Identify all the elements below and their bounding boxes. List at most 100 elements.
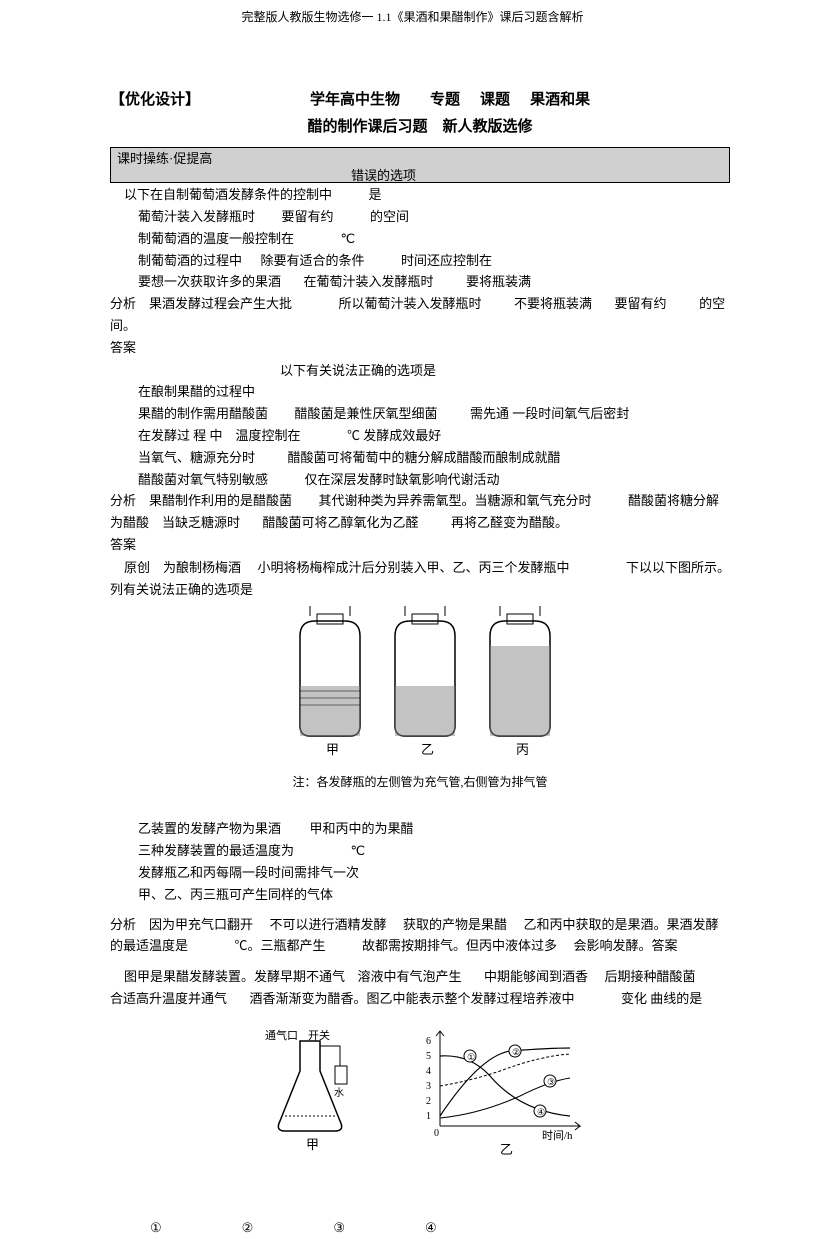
- svg-text:5: 5: [426, 1051, 431, 1062]
- q3-l2: 列有关说法正确的选项是: [110, 580, 730, 601]
- q4-l2a: 合适高升温度并通气: [110, 991, 227, 1006]
- q3-ana5: 的最适温度是: [110, 938, 188, 953]
- svg-text:④: ④: [537, 1107, 545, 1117]
- svg-text:①: ①: [467, 1052, 475, 1062]
- flask-chart-diagram: 通气口 开关 水 甲 6 5 4: [110, 1016, 730, 1163]
- q2-l3a: 在发酵过 程 中 温度控制在: [138, 428, 301, 443]
- bottle-diagram: 甲 乙 丙: [110, 606, 730, 792]
- q4-l2c: 变化 曲线的是: [621, 991, 702, 1006]
- q1-l2b: 要留有约: [282, 209, 334, 224]
- q1-ana3: 不要将瓶装满: [514, 296, 592, 311]
- q4-l1d: 后期接种醋酸菌: [605, 969, 696, 984]
- q2-l1: 在酿制果醋的过程中: [110, 382, 730, 403]
- q3-ana3: 获取的产物是果醋: [403, 917, 507, 932]
- choice-2: ②: [242, 1218, 254, 1239]
- svg-text:乙: 乙: [500, 1142, 513, 1156]
- svg-text:甲: 甲: [326, 742, 339, 757]
- svg-text:通气口: 通气口: [265, 1028, 298, 1042]
- q1-ana2: 所以葡萄汁装入发酵瓶时: [339, 296, 482, 311]
- q3-intro-r: 以以下图所示。: [639, 558, 730, 579]
- q3-opt2a: 三种发酵装置的最适温度为: [138, 843, 294, 858]
- q1-l5b: 在葡萄汁装入发酵瓶时: [304, 274, 434, 289]
- content-area: 【优化设计】 学年高中生物 专题 课题 果酒和果 醋的制作课后习题 新人教版选修…: [0, 87, 825, 1239]
- q1-ana1: 分析 果酒发酵过程会产生大批: [110, 296, 292, 311]
- svg-text:③: ③: [547, 1077, 555, 1087]
- q3-opt4: 甲、乙、丙三瓶可产生同样的气体: [110, 885, 730, 906]
- q2-l4b: 醋酸菌可将葡萄中的糖分解成醋酸而酿制成就醋: [288, 450, 561, 465]
- q1-ana4: 要留有约: [615, 296, 667, 311]
- svg-text:丙: 丙: [516, 742, 529, 757]
- q1-l3b: ℃: [341, 231, 356, 246]
- main-title: 【优化设计】 学年高中生物 专题 课题 果酒和果 醋的制作课后习题 新人教版选修: [110, 87, 730, 141]
- q3-ana7: 故都需按期排气。但丙中液体过多: [362, 938, 557, 953]
- q1-l5a: 要想一次获取许多的果酒: [138, 274, 281, 289]
- q1-l4a: 制葡萄酒的过程中: [138, 253, 242, 268]
- choice-4: ④: [425, 1218, 437, 1239]
- q1-l5c: 要将瓶装满: [466, 274, 531, 289]
- q3-ana2: 不可以进行酒精发酵: [270, 917, 387, 932]
- q2-ana2: 其代谢种类为异养需氧型。当糖源和氧气充分时: [319, 493, 592, 508]
- svg-text:1: 1: [426, 1111, 431, 1122]
- q1-l1a: 以下在自制葡萄酒发酵条件的控制中: [124, 187, 332, 202]
- svg-text:2: 2: [426, 1096, 431, 1107]
- q1-l2c: 的空间: [370, 209, 409, 224]
- svg-text:4: 4: [426, 1066, 431, 1077]
- page-header: 完整版人教版生物选修一 1.1《果酒和果醋制作》课后习题含解析: [0, 0, 825, 27]
- q1-ana5: 的空: [699, 296, 725, 311]
- q2-l2b: 醋酸菌是兼性厌氧型细菌: [295, 406, 438, 421]
- q3-opt1b: 甲和丙中的为果醋: [310, 821, 414, 836]
- q1-l2a: 葡萄汁装入发酵瓶时: [138, 209, 255, 224]
- q3-l1b: 小明将杨梅榨成汁后分别装入甲、乙、丙三个发酵瓶中: [258, 560, 570, 575]
- q3-ana6: ℃。三瓶都产生: [235, 938, 326, 953]
- q3-l1c: 下: [626, 558, 639, 579]
- q3-ana1: 分析 因为甲充气口翻开: [110, 917, 253, 932]
- q2-ana1: 分析 果醋制作利用的是醋酸菌: [110, 493, 292, 508]
- question-1: 以下在自制葡萄酒发酵条件的控制中 是 葡萄汁装入发酵瓶时 要留有约 的空间 制葡…: [110, 185, 730, 358]
- q4-l1c: 中期能够闻到酒香: [484, 969, 588, 984]
- svg-text:6: 6: [426, 1036, 431, 1047]
- q2-ana5: 醋酸菌可将乙醇氧化为乙醛: [263, 515, 419, 530]
- q2-ana6: 再将乙醛变为醋酸。: [451, 515, 568, 530]
- svg-text:乙: 乙: [421, 742, 434, 757]
- q2-l2a: 果醋的制作需用醋酸菌: [138, 406, 268, 421]
- title-p4: 果酒和果: [530, 87, 590, 114]
- section-bar-label: 课时操练·促提高: [117, 149, 212, 170]
- q1-l1b: 是: [369, 187, 382, 202]
- choice-3: ③: [333, 1218, 345, 1239]
- title-p1: 学年高中生物: [310, 87, 400, 114]
- question-2: 以下有关说法正确的选项是 在酿制果醋的过程中 果醋的制作需用醋酸菌 醋酸菌是兼性…: [110, 361, 730, 556]
- question-4: 图甲是果醋发酵装置。发酵早期不通气 溶液中有气泡产生 中期能够闻到酒香 后期接种…: [110, 967, 730, 1239]
- q4-l1a: 图甲是果醋发酵装置。发酵早期不通气: [124, 969, 345, 984]
- choice-1: ①: [150, 1218, 162, 1239]
- q3-ana4: 乙和丙中获取的是果酒。果酒发酵: [524, 917, 719, 932]
- q1-ans: 答案: [110, 338, 730, 359]
- title-p3: 课题: [480, 87, 510, 114]
- q1-l3a: 制葡萄酒的温度一般控制在: [138, 231, 294, 246]
- q4-l2b: 酒香渐渐变为醋香。图乙中能表示整个发酵过程培养液中: [250, 991, 575, 1006]
- q3-opt1a: 乙装置的发酵产物为果酒: [138, 821, 281, 836]
- q2-ana3: 醋酸菌将糖分解: [628, 493, 719, 508]
- q4-l1b: 溶液中有气泡产生: [358, 969, 462, 984]
- title-line2: 醋的制作课后习题 新人教版选修: [110, 114, 730, 141]
- title-bracket: 【优化设计】: [110, 87, 200, 114]
- q2-l5a: 醋酸菌对氧气特别敏感: [138, 472, 268, 487]
- q2-l2c: 需先通 一段时间氧气后密封: [470, 406, 629, 421]
- q3-ana8: 会影响发酵。答案: [574, 938, 678, 953]
- section-bar-sub: 错误的选项: [351, 166, 416, 187]
- header-text: 完整版人教版生物选修一 1.1《果酒和果醋制作》课后习题含解析: [241, 10, 583, 24]
- q2-ans: 答案: [110, 535, 730, 556]
- section-bar: 课时操练·促提高 错误的选项: [110, 147, 730, 183]
- q1-l4b: 除要有适合的条件: [261, 253, 365, 268]
- q2-l3b: ℃ 发酵成效最好: [347, 428, 441, 443]
- svg-text:3: 3: [426, 1081, 431, 1092]
- svg-text:0: 0: [434, 1128, 439, 1139]
- svg-text:时间/h: 时间/h: [542, 1129, 573, 1142]
- q2-l5b: 仅在深层发酵时缺氧影响代谢活动: [305, 472, 500, 487]
- q2-ana4: 为醋酸 当缺乏糖源时: [110, 515, 240, 530]
- title-p2: 专题: [430, 87, 460, 114]
- q3-l1a: 原创 为酿制杨梅酒: [124, 560, 241, 575]
- q2-intro: 以下有关说法正确的选项是: [110, 361, 730, 382]
- svg-text:开关: 开关: [308, 1028, 330, 1042]
- q2-l4a: 当氧气、糖源充分时: [138, 450, 255, 465]
- choice-row: ① ② ③ ④: [110, 1218, 730, 1239]
